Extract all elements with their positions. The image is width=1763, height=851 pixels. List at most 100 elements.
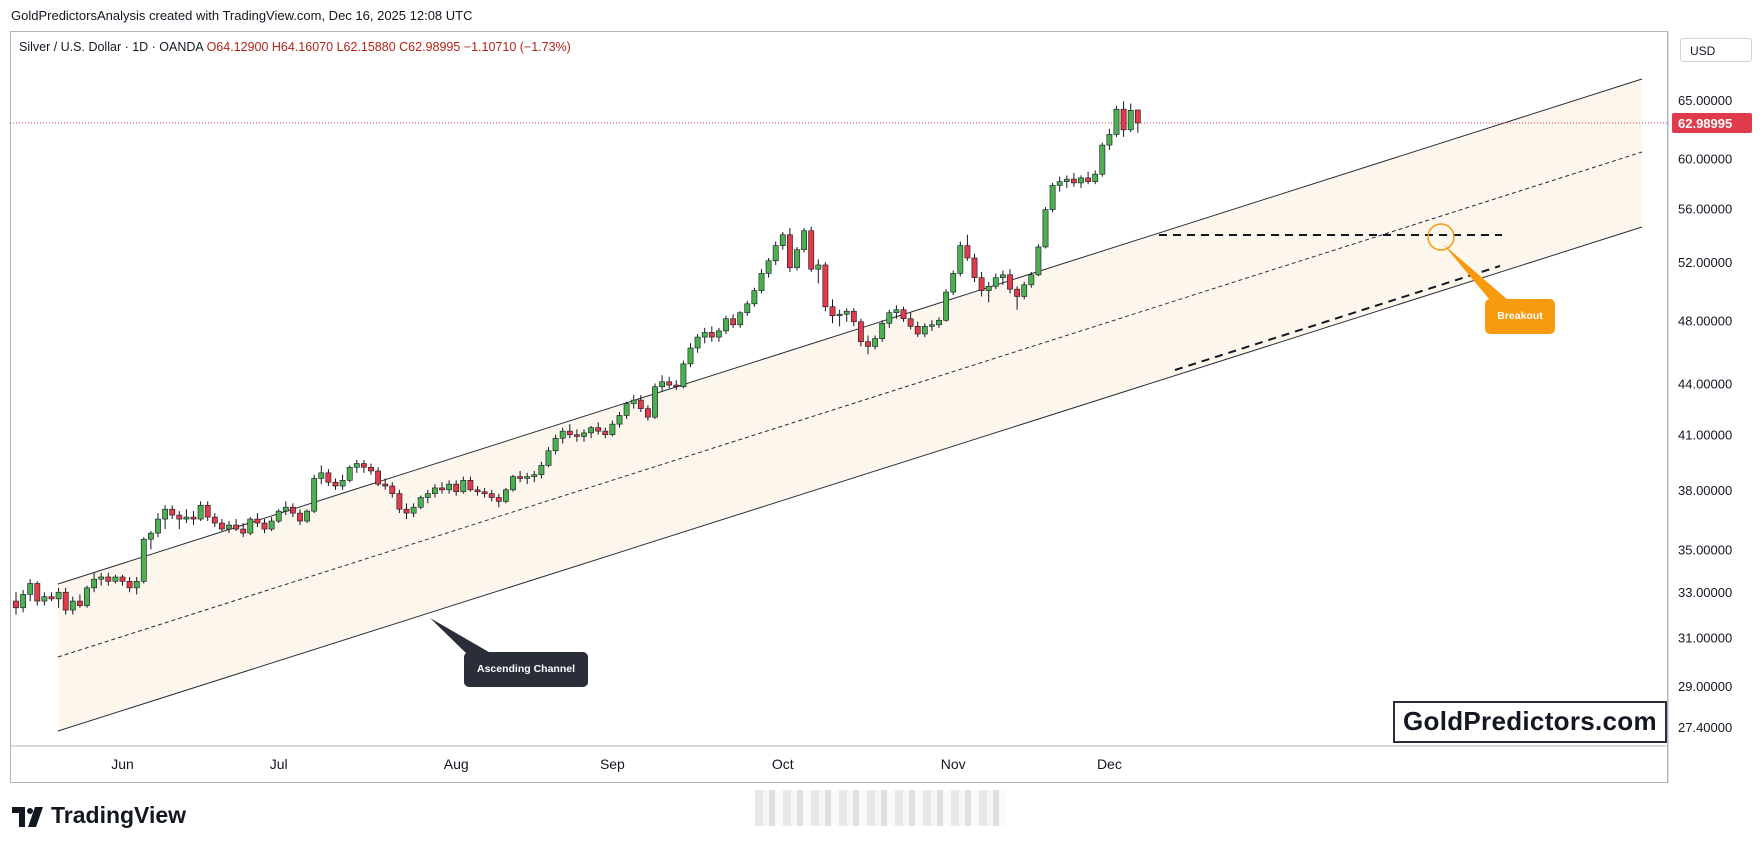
candle (1063, 175, 1070, 188)
candle (999, 270, 1006, 285)
candle-body (723, 318, 729, 332)
candle-body (453, 483, 460, 493)
candle-body (55, 591, 62, 600)
price-tick-label: 56.00000 (1678, 201, 1732, 216)
candle (282, 501, 289, 516)
candle-body (971, 257, 978, 278)
candle-body (69, 600, 76, 611)
candle-body (1099, 144, 1106, 175)
candle-body (517, 476, 523, 479)
candle (524, 472, 531, 485)
candle-body (140, 538, 147, 582)
candle (850, 308, 857, 327)
candle (1099, 142, 1106, 177)
candle (339, 474, 346, 490)
candle-body (133, 581, 140, 589)
candle (559, 427, 566, 444)
candle (1078, 175, 1084, 188)
candle (495, 493, 502, 508)
candle (794, 246, 800, 271)
channel-callout-pointer (430, 618, 494, 655)
candle-body (282, 506, 289, 512)
candle-body (424, 493, 431, 498)
price-tick-label: 60.00000 (1678, 151, 1732, 166)
candle (829, 299, 836, 324)
candle (140, 537, 147, 584)
candle (1056, 176, 1063, 192)
candle-body (673, 384, 680, 388)
candle (1106, 128, 1113, 150)
candle (765, 257, 772, 278)
price-tick-label: 65.00000 (1678, 93, 1732, 108)
candle (396, 489, 403, 514)
candle-body (20, 594, 26, 609)
candle-body (240, 528, 247, 534)
candle-body (538, 465, 545, 476)
candle (609, 420, 616, 437)
candle (595, 422, 602, 435)
candle-body (928, 324, 935, 327)
candle (439, 482, 445, 494)
candle (616, 412, 623, 428)
candle (460, 476, 467, 494)
candle (148, 531, 154, 550)
candle-body (808, 230, 815, 270)
price-tick-label: 29.00000 (1678, 679, 1732, 694)
candle-body (1078, 177, 1084, 184)
candle (41, 592, 48, 606)
candle (545, 447, 552, 468)
candle (424, 489, 431, 504)
candle (659, 375, 665, 392)
candle-body (48, 596, 55, 600)
currency-button[interactable]: USD (1680, 38, 1752, 62)
candle-body (1021, 284, 1028, 297)
tradingview-logo[interactable]: TradingView (12, 802, 186, 829)
candle-body (730, 318, 736, 326)
candle-body (1085, 177, 1091, 182)
candle-body (801, 230, 807, 250)
candle (254, 513, 261, 528)
candle (950, 270, 957, 295)
candle (27, 579, 34, 602)
candle-body (715, 330, 722, 338)
candle-body (204, 504, 211, 518)
candle-body (183, 516, 190, 520)
candle (680, 360, 687, 389)
candle-body (311, 478, 318, 512)
candle-body (957, 245, 964, 274)
candle (502, 487, 509, 504)
candle (843, 308, 850, 322)
candle (744, 300, 751, 316)
ohlc-high: H64.16070 (271, 40, 334, 54)
candle (77, 594, 83, 608)
candle (786, 228, 793, 272)
candle-body (623, 403, 630, 416)
last-price-label: 62.98995 (1678, 116, 1732, 131)
candle-body (772, 245, 779, 262)
candle-body (829, 306, 836, 317)
candle-body (758, 273, 765, 291)
candle-body (865, 341, 871, 347)
candle-body (630, 399, 637, 404)
candle (879, 320, 886, 342)
candle-body (275, 510, 282, 522)
candle-body (1028, 274, 1035, 286)
candle (865, 335, 871, 355)
candle (694, 333, 701, 353)
candle (13, 592, 19, 615)
candle-body (687, 347, 694, 365)
candle-body (304, 510, 310, 522)
candle (637, 395, 644, 413)
candle-body (1106, 134, 1113, 146)
candle (893, 305, 900, 319)
candle-body (226, 524, 232, 530)
candle (1014, 286, 1020, 310)
candle-body (680, 363, 687, 388)
candle (197, 501, 204, 522)
candle (20, 590, 26, 613)
candle (84, 585, 90, 608)
last-price-tag (1672, 112, 1752, 133)
candle-body (992, 277, 999, 287)
candle (169, 505, 176, 520)
